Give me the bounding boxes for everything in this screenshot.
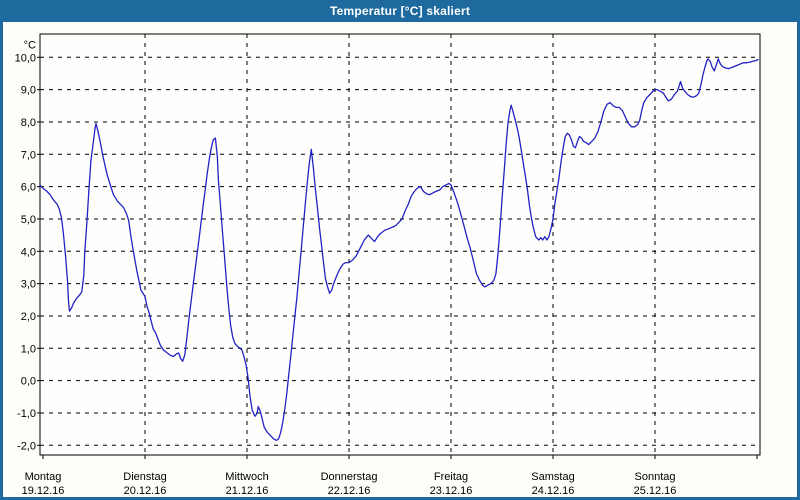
chart-container (3, 22, 797, 497)
title-bar: Temperatur [°C] skaliert (0, 0, 800, 22)
window-title: Temperatur [°C] skaliert (329, 4, 471, 18)
